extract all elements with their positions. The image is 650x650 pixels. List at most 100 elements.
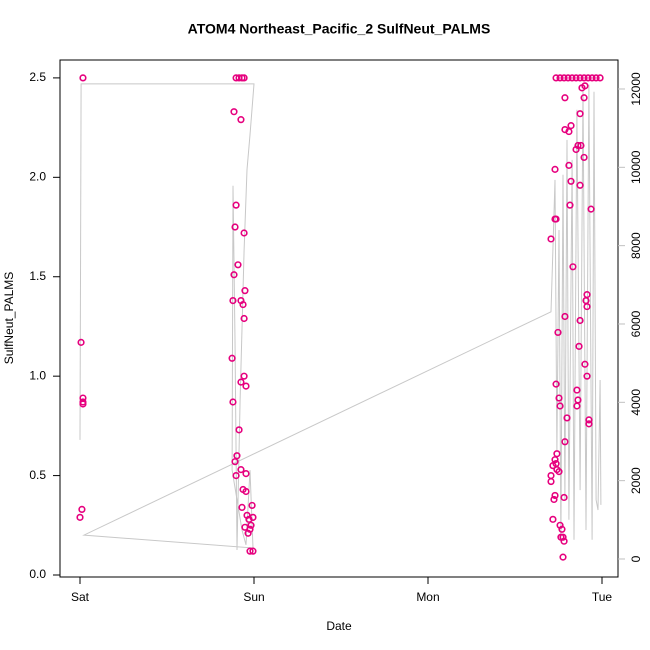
point xyxy=(78,505,86,513)
point xyxy=(576,74,584,82)
point xyxy=(559,553,567,561)
point xyxy=(573,386,581,394)
point xyxy=(564,74,572,82)
point xyxy=(547,471,555,480)
point xyxy=(581,360,589,368)
point xyxy=(242,382,250,390)
point xyxy=(76,513,84,521)
y-axis-label: SulfNeut_PALMS xyxy=(2,272,16,365)
point xyxy=(233,452,241,460)
y-tick-label: 2.0 xyxy=(29,169,46,183)
point xyxy=(587,205,595,213)
point xyxy=(576,181,584,189)
y2-tick-label: 2000 xyxy=(629,467,643,494)
point xyxy=(238,503,246,512)
point xyxy=(230,108,238,116)
point xyxy=(574,141,582,150)
point xyxy=(573,402,581,410)
y-tick-label: 1.0 xyxy=(29,368,46,382)
point xyxy=(583,302,591,311)
point xyxy=(79,74,87,82)
point xyxy=(569,263,577,271)
point xyxy=(249,547,257,555)
point xyxy=(552,380,560,388)
point xyxy=(231,458,239,466)
point xyxy=(577,141,585,150)
point xyxy=(240,229,248,237)
point xyxy=(592,74,600,82)
point xyxy=(77,338,85,346)
y2-tick-label: 6000 xyxy=(629,310,643,337)
plot-frame xyxy=(59,59,619,578)
point xyxy=(232,201,240,209)
point xyxy=(576,316,584,325)
point xyxy=(552,74,560,82)
point xyxy=(235,426,243,434)
line-series xyxy=(79,83,602,551)
point xyxy=(228,354,236,362)
point xyxy=(566,201,574,209)
point xyxy=(239,300,247,309)
y-tick-label: 0.5 xyxy=(29,468,46,482)
point xyxy=(229,297,237,305)
y2-tick-label: 4000 xyxy=(629,389,643,416)
point xyxy=(567,177,575,185)
point xyxy=(552,215,560,223)
y-tick-label: 2.5 xyxy=(29,70,46,84)
point xyxy=(560,537,568,545)
point xyxy=(242,487,250,496)
point xyxy=(560,74,568,82)
y2-tick-label: 0 xyxy=(629,555,643,562)
point xyxy=(240,74,248,82)
point xyxy=(556,74,564,82)
point xyxy=(567,122,575,130)
point xyxy=(547,235,555,243)
point xyxy=(551,491,559,500)
point xyxy=(561,125,569,134)
point xyxy=(576,110,584,118)
point xyxy=(231,223,239,231)
point xyxy=(575,342,583,350)
point xyxy=(248,501,256,510)
point xyxy=(583,372,591,380)
point xyxy=(585,416,593,424)
point xyxy=(79,400,87,408)
point xyxy=(232,471,240,480)
point xyxy=(560,493,568,502)
point xyxy=(561,438,569,446)
point xyxy=(561,312,569,321)
y2-tick-label: 8000 xyxy=(629,232,643,259)
point xyxy=(554,328,562,337)
point xyxy=(551,456,559,464)
point xyxy=(550,495,558,504)
point xyxy=(558,525,566,533)
point xyxy=(237,466,245,474)
x-tick-label: Mon xyxy=(416,590,439,604)
y2-tick-label: 10000 xyxy=(629,150,643,184)
point xyxy=(580,74,588,82)
point xyxy=(240,314,248,323)
point xyxy=(229,398,237,406)
point xyxy=(242,470,250,478)
point xyxy=(580,94,588,102)
point xyxy=(584,74,592,82)
point xyxy=(555,468,563,476)
point xyxy=(547,477,555,486)
point xyxy=(549,462,557,470)
point xyxy=(585,420,593,428)
y2-tick-label: 12000 xyxy=(629,72,643,106)
point xyxy=(565,161,573,169)
point xyxy=(580,153,588,162)
point xyxy=(581,82,589,90)
x-tick-label: Sat xyxy=(71,590,90,604)
point xyxy=(234,261,242,269)
x-tick-label: Sun xyxy=(243,590,264,604)
point xyxy=(563,414,571,422)
point xyxy=(237,116,245,124)
point xyxy=(568,74,576,82)
point xyxy=(561,94,569,102)
x-tick-label: Tue xyxy=(592,590,613,604)
point xyxy=(551,165,559,173)
point xyxy=(596,74,604,82)
